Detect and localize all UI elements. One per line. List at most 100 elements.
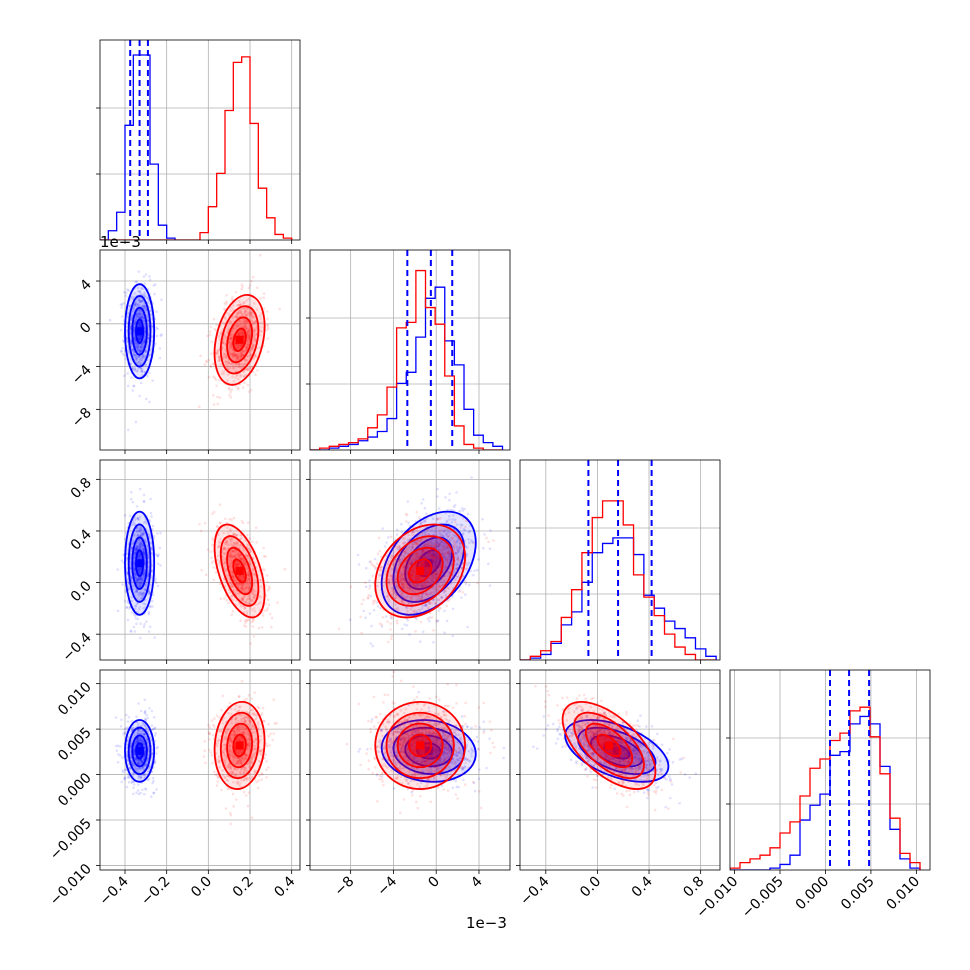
scatter-point	[138, 290, 142, 294]
scatter-point	[242, 594, 246, 598]
scatter-point	[437, 544, 441, 547]
scatter-point	[422, 562, 426, 566]
scatter-point	[228, 518, 231, 521]
scatter-point	[261, 614, 265, 617]
scatter-point	[447, 551, 450, 554]
scatter-point	[244, 326, 248, 329]
scatter-point	[237, 586, 241, 589]
scatter-point	[149, 309, 153, 313]
scatter-point	[448, 552, 452, 556]
scatter-point	[142, 625, 146, 628]
scatter-point	[237, 583, 240, 587]
scatter-point	[155, 581, 158, 585]
scatter-point	[235, 325, 239, 328]
scatter-point	[139, 576, 143, 580]
scatter-point	[129, 327, 132, 331]
scatter-point	[449, 508, 452, 512]
density-peak-red	[416, 566, 425, 575]
scatter-point	[223, 353, 227, 356]
scatter-point	[270, 625, 273, 629]
tick-label-y: 0.8	[68, 475, 95, 502]
scatter-point	[212, 403, 216, 406]
density-peak-red	[235, 335, 244, 344]
scatter-point	[129, 339, 133, 342]
scatter-point	[240, 583, 244, 586]
scatter-point	[156, 745, 159, 749]
scatter-point	[218, 334, 222, 337]
scatter-point	[234, 363, 237, 366]
scatter-point	[116, 760, 120, 764]
scatter-point	[232, 541, 236, 545]
scatter-point	[421, 498, 425, 501]
scatter-point	[138, 552, 142, 555]
scatter-point	[421, 549, 424, 553]
scatter-point	[241, 598, 244, 602]
scatter-point	[143, 306, 146, 310]
scatter-point	[137, 578, 140, 581]
scatter-point	[138, 542, 142, 546]
scatter-point	[135, 579, 138, 583]
scatter-point	[459, 541, 462, 545]
scatter-point	[436, 518, 439, 521]
scatter-point	[430, 575, 434, 578]
scatter-point	[457, 590, 461, 593]
scatter-point	[147, 336, 150, 340]
scatter-point	[140, 316, 144, 319]
scatter-point	[138, 351, 142, 354]
panel-2-1: −8−404	[69, 249, 301, 454]
scatter-point	[137, 579, 141, 582]
scatter-point	[137, 594, 141, 597]
scatter-point	[248, 333, 251, 337]
scatter-point	[421, 604, 424, 608]
scatter-point	[141, 591, 145, 595]
scatter-point	[433, 585, 436, 588]
scatter-point	[463, 507, 466, 511]
scatter-point	[138, 337, 141, 341]
scatter-point	[229, 596, 233, 599]
scatter-point	[246, 572, 250, 576]
scatter-point	[242, 301, 245, 304]
scatter-point	[138, 312, 142, 315]
scatter-point	[414, 578, 417, 581]
scatter-point	[234, 356, 237, 359]
scatter-point	[414, 577, 418, 580]
scatter-point	[436, 619, 440, 622]
scatter-point	[139, 335, 143, 339]
scatter-point	[124, 294, 128, 298]
scatter-point	[481, 517, 484, 521]
scatter-point	[134, 577, 138, 580]
scatter-point	[224, 360, 228, 364]
scatter-point	[453, 503, 457, 507]
scatter-point	[407, 521, 410, 525]
scatter-point	[236, 377, 240, 381]
scatter-point	[153, 292, 156, 296]
scatter-point	[128, 607, 131, 610]
scatter-point	[135, 358, 139, 361]
scatter-point	[133, 320, 137, 323]
scatter-point	[229, 343, 233, 346]
scatter-point	[233, 577, 236, 581]
scatter-point	[401, 577, 405, 581]
scatter-point	[402, 565, 406, 569]
scatter-point	[446, 558, 450, 561]
scatter-point	[231, 585, 234, 589]
scatter-point	[134, 420, 138, 424]
scatter-point	[218, 356, 221, 359]
scatter-point	[151, 335, 154, 338]
scatter-point	[261, 326, 265, 329]
scatter-point	[143, 329, 147, 333]
scatter-point	[245, 340, 249, 343]
scatter-point	[120, 303, 124, 306]
scatter-point	[240, 312, 243, 316]
scatter-point	[265, 310, 269, 313]
scatter-point	[149, 511, 153, 515]
scatter-point	[244, 619, 247, 622]
scatter-point	[136, 789, 140, 792]
scatter-point	[241, 586, 244, 589]
scatter-point	[243, 334, 246, 338]
scatter-point	[129, 317, 133, 320]
scatter-point	[136, 534, 139, 537]
scatter-point	[125, 336, 129, 340]
scatter-point	[240, 374, 243, 377]
scatter-point	[232, 366, 236, 370]
